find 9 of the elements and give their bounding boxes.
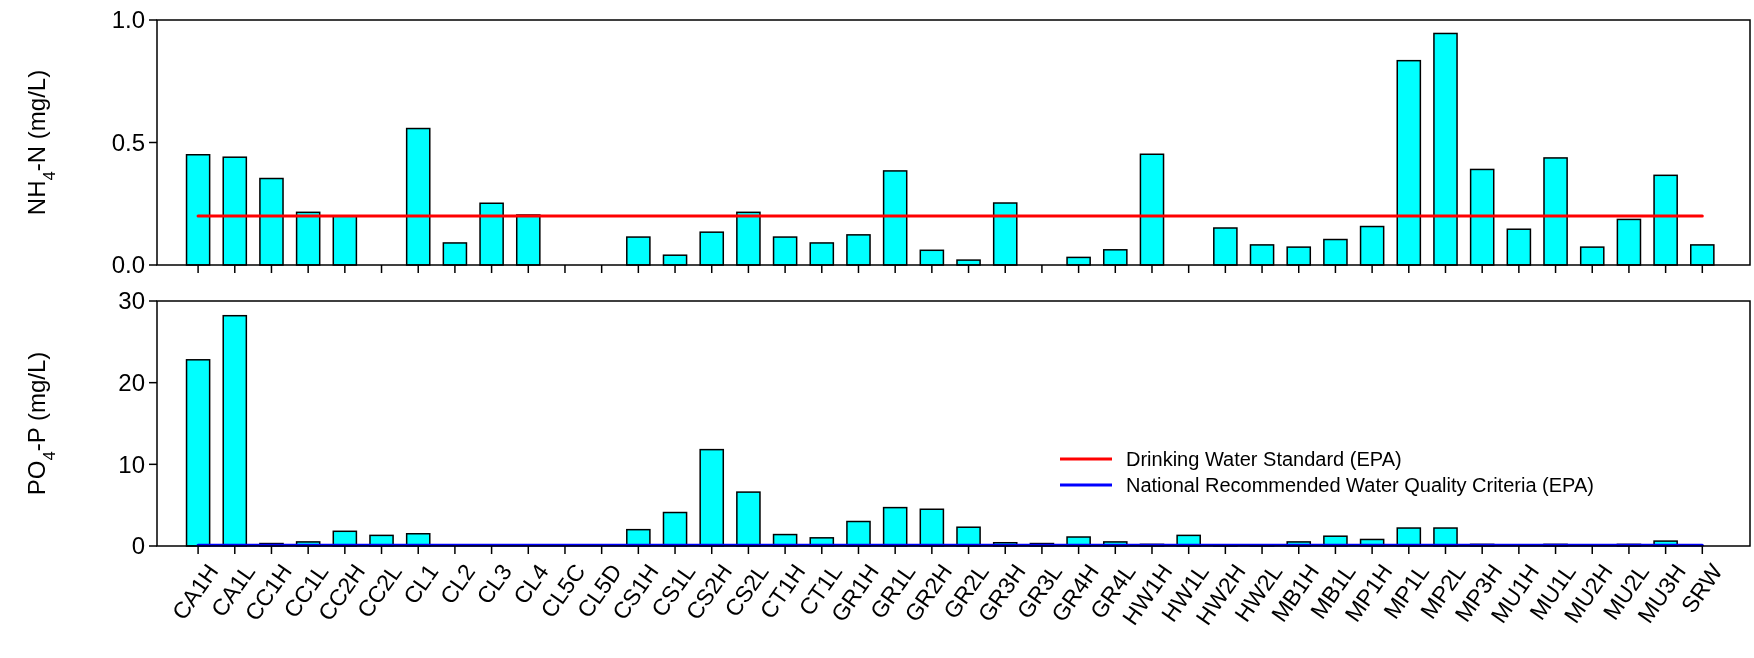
text: Drinking Water Standard (EPA) <box>1126 448 1402 471</box>
y-tick-label: 10 <box>118 450 145 478</box>
legend-label: National Recommended Water Quality Criteria (EPA) <box>1126 474 1594 497</box>
y-tick-label: 0.5 <box>111 128 145 156</box>
y-tick-label: 1.0 <box>111 6 145 34</box>
y-tick-label: 20 <box>118 369 145 397</box>
y-tick-label: 0 <box>131 532 145 560</box>
y-tick-label: 30 <box>118 287 145 315</box>
y-tick-label: 0.0 <box>111 251 145 279</box>
